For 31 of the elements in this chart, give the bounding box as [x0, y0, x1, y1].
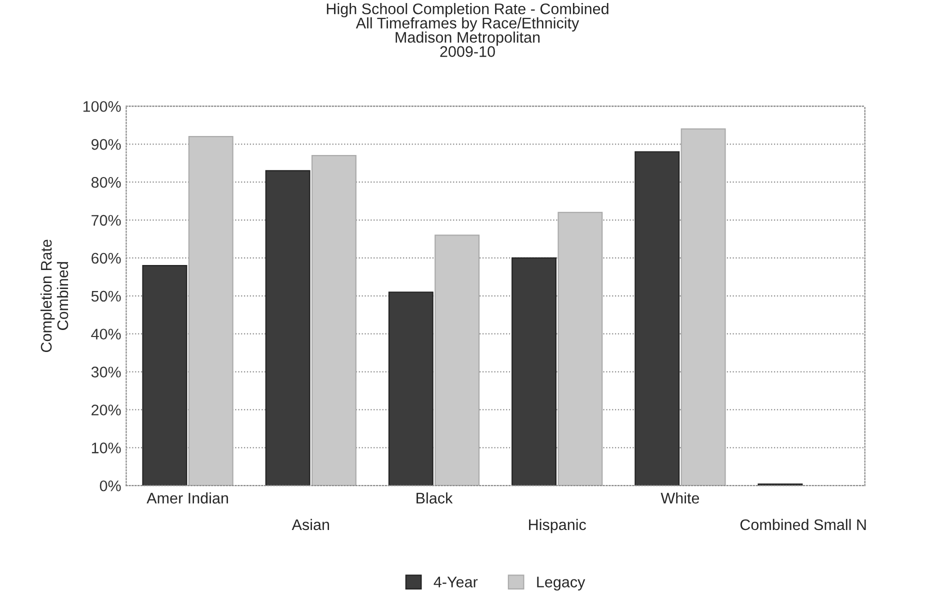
legend-label: 4-Year: [434, 576, 478, 588]
x-tick-label: Amer Indian: [146, 492, 228, 504]
y-tick-label: 0%: [100, 480, 121, 492]
bar: [680, 128, 726, 486]
bar: [265, 170, 310, 486]
y-tick-label: 80%: [91, 176, 121, 188]
y-tick-label: 30%: [91, 366, 121, 378]
y-tick-label: 90%: [92, 139, 121, 150]
y-tick-label: 10%: [92, 442, 121, 454]
x-tick-label: Hispanic: [529, 518, 586, 534]
x-tick-label: White: [660, 492, 700, 504]
bar: [434, 234, 480, 486]
x-tick-label: Black: [416, 492, 453, 504]
bar: [388, 292, 434, 486]
y-axis-title: Completion Rate Combined: [40, 240, 68, 352]
y-tick-label: 20%: [92, 404, 121, 416]
bar: [311, 154, 356, 486]
y-tick-label: 100%: [83, 101, 121, 112]
y-tick-label: 60%: [92, 252, 121, 264]
x-tick-label: Combined Small N: [740, 518, 866, 530]
x-tick-label: Asian: [292, 518, 330, 530]
y-tick-label: 40%: [91, 328, 121, 340]
chart-title: High School Completion Rate - Combined All Timeframes by Race/Ethnicity Madison Metropolitan 2009-10: [326, 3, 608, 57]
bar: [634, 151, 680, 486]
legend-label: Legacy: [537, 576, 586, 590]
bar: [558, 212, 603, 486]
bar: [188, 136, 234, 486]
y-tick-label: 70%: [92, 214, 121, 226]
bar: [142, 265, 188, 486]
bar: [512, 257, 557, 486]
y-tick-label: 50%: [91, 290, 121, 302]
